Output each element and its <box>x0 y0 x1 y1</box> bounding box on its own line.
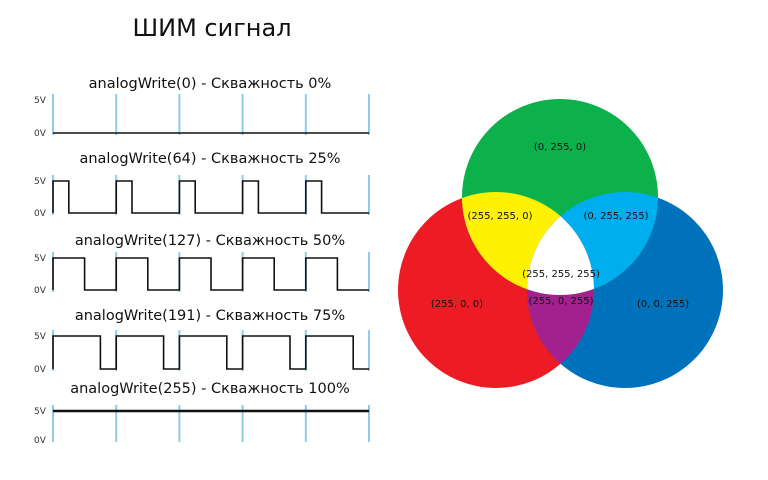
pwm-waveform <box>52 257 369 291</box>
green-label: (0, 255, 0) <box>534 142 586 153</box>
high-voltage-label: 5V <box>34 332 47 342</box>
signal-label: analogWrite(0) - Скважность 0% <box>89 76 332 92</box>
high-voltage-label: 5V <box>34 96 47 106</box>
low-voltage-label: 0V <box>34 286 47 296</box>
white-label: (255, 255, 255) <box>522 269 600 280</box>
yellow-label: (255, 255, 0) <box>467 211 532 222</box>
high-voltage-label: 5V <box>34 177 47 187</box>
pwm-waveform <box>52 335 369 370</box>
red-label: (255, 0, 0) <box>431 299 483 310</box>
signal-label: analogWrite(64) - Скважность 25% <box>79 151 340 167</box>
high-voltage-label: 5V <box>34 407 47 417</box>
blue-label: (0, 0, 255) <box>637 299 689 310</box>
pwm-waveform <box>52 180 369 214</box>
signal-label: analogWrite(127) - Скважность 50% <box>75 233 345 249</box>
page-title: ШИМ сигнал <box>132 14 291 42</box>
rgb-venn-diagram: (0, 255, 0) (255, 255, 0) (0, 255, 255) … <box>398 99 723 388</box>
cyan-label: (0, 255, 255) <box>583 211 648 222</box>
signal-label: analogWrite(191) - Скважность 75% <box>75 308 345 324</box>
low-voltage-label: 0V <box>34 365 47 375</box>
low-voltage-label: 0V <box>34 436 47 446</box>
pwm-signals: analogWrite(0) - Скважность 0% 5V 0V analog… <box>34 76 370 446</box>
magenta-label: (255, 0, 255) <box>528 296 593 307</box>
signal-label: analogWrite(255) - Скважность 100% <box>70 381 350 397</box>
high-voltage-label: 5V <box>34 254 47 264</box>
white-region <box>527 192 594 295</box>
low-voltage-label: 0V <box>34 209 47 219</box>
low-voltage-label: 0V <box>34 129 47 139</box>
